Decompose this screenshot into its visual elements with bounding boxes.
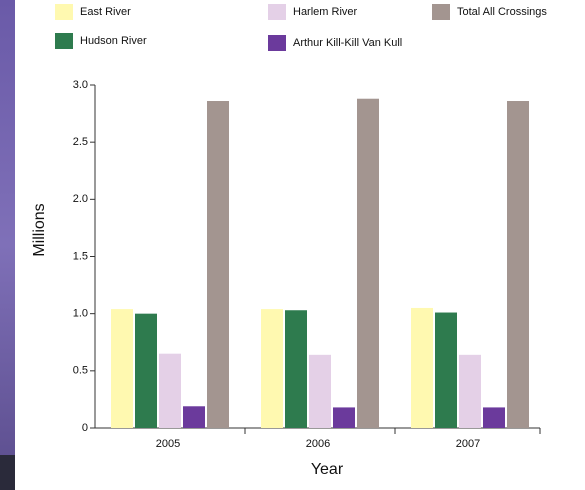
- bar: [111, 309, 133, 428]
- bar: [507, 101, 529, 429]
- legend-swatch: [268, 4, 286, 20]
- x-axis-title: Year: [311, 461, 344, 478]
- bar: [333, 407, 355, 428]
- bar: [159, 353, 181, 428]
- y-tick-label: 3.0: [73, 79, 88, 91]
- y-tick-label: 2.5: [73, 136, 88, 148]
- side-image: [0, 0, 15, 490]
- y-tick-label: 1.0: [73, 308, 88, 320]
- bar: [207, 101, 229, 429]
- side-image-shadow: [0, 455, 15, 490]
- y-tick-label: 0.5: [73, 365, 88, 377]
- y-axis-title: Millions: [31, 203, 48, 256]
- legend-label: Harlem River: [293, 6, 358, 18]
- legend-swatch: [55, 33, 73, 49]
- bar: [261, 309, 283, 428]
- bar: [411, 307, 433, 428]
- x-tick-label: 2005: [156, 438, 180, 450]
- bar: [309, 354, 331, 428]
- legend-label: Hudson River: [80, 35, 147, 47]
- bar: [285, 310, 307, 428]
- bar: [483, 407, 505, 428]
- y-tick-label: 0: [82, 422, 88, 434]
- legend-label: Arthur Kill-Kill Van Kull: [293, 37, 402, 49]
- y-tick-label: 2.0: [73, 193, 88, 205]
- x-tick-label: 2007: [456, 438, 480, 450]
- y-tick-label: 1.5: [73, 250, 88, 262]
- bar: [435, 312, 457, 428]
- legend-swatch: [268, 35, 286, 51]
- x-tick-label: 2006: [306, 438, 330, 450]
- bar: [459, 354, 481, 428]
- legend-swatch: [432, 4, 450, 20]
- bar: [183, 406, 205, 428]
- legend-swatch: [55, 4, 73, 20]
- bar: [357, 98, 379, 428]
- bar: [135, 313, 157, 428]
- legend-label: Total All Crossings: [457, 6, 547, 18]
- legend-label: East River: [80, 6, 131, 18]
